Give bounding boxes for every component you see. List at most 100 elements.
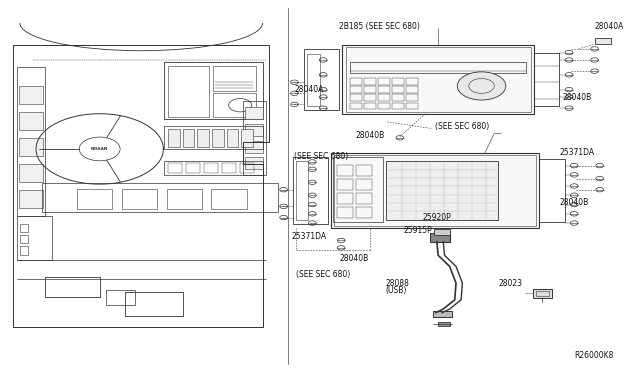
Bar: [392, 86, 404, 93]
Bar: [406, 78, 418, 85]
Bar: [539, 159, 564, 222]
Bar: [17, 216, 52, 260]
Text: 25915P: 25915P: [403, 226, 432, 235]
Bar: [211, 189, 246, 209]
Bar: [532, 289, 552, 298]
Bar: [406, 86, 418, 93]
Bar: [406, 103, 418, 109]
Bar: [364, 94, 376, 101]
Bar: [19, 190, 43, 208]
Bar: [378, 103, 390, 109]
Bar: [337, 193, 353, 204]
Bar: [122, 189, 157, 209]
Bar: [45, 277, 100, 297]
Bar: [293, 157, 328, 224]
Bar: [307, 54, 320, 106]
Bar: [19, 86, 43, 105]
Bar: [337, 165, 353, 176]
Bar: [106, 290, 135, 305]
Bar: [212, 93, 256, 118]
Bar: [350, 86, 362, 93]
Bar: [17, 67, 45, 216]
Bar: [392, 103, 404, 109]
Bar: [168, 65, 209, 118]
Bar: [364, 103, 376, 109]
Text: (SEE SEC 680): (SEE SEC 680): [435, 122, 489, 131]
Text: 28088: 28088: [385, 279, 409, 288]
Bar: [182, 129, 194, 147]
Bar: [19, 138, 43, 156]
Circle shape: [458, 72, 506, 100]
Text: NISSAN: NISSAN: [91, 147, 108, 151]
Text: 28023: 28023: [499, 279, 523, 288]
Bar: [168, 163, 182, 173]
Bar: [356, 207, 372, 218]
Bar: [245, 157, 263, 169]
Bar: [536, 291, 548, 296]
Bar: [212, 65, 256, 92]
Bar: [386, 161, 497, 220]
Bar: [378, 94, 390, 101]
Bar: [245, 141, 263, 153]
Bar: [392, 78, 404, 85]
Text: 25920P: 25920P: [422, 213, 451, 222]
Bar: [20, 235, 28, 243]
Bar: [20, 246, 28, 254]
Bar: [356, 193, 372, 204]
Text: (USB): (USB): [385, 286, 406, 295]
Bar: [406, 94, 418, 101]
Bar: [356, 165, 372, 176]
Text: 2B185 (SEE SEC 680): 2B185 (SEE SEC 680): [339, 22, 420, 31]
Bar: [350, 78, 362, 85]
Bar: [534, 52, 559, 106]
Bar: [164, 161, 262, 175]
Bar: [227, 129, 238, 147]
Bar: [19, 164, 43, 182]
Bar: [186, 163, 200, 173]
Text: 28040B: 28040B: [339, 254, 369, 263]
Bar: [241, 129, 253, 147]
Bar: [125, 292, 182, 316]
Bar: [350, 94, 362, 101]
Bar: [334, 155, 536, 226]
Bar: [438, 322, 450, 326]
Bar: [239, 163, 253, 173]
Text: 25371DA: 25371DA: [559, 148, 595, 157]
Text: 25371DA: 25371DA: [291, 231, 326, 241]
Bar: [167, 189, 202, 209]
Bar: [164, 126, 262, 149]
Bar: [19, 112, 43, 131]
Text: 28040B: 28040B: [355, 131, 385, 141]
Bar: [168, 129, 179, 147]
Bar: [20, 224, 28, 232]
Bar: [204, 163, 218, 173]
Bar: [332, 153, 539, 228]
Bar: [431, 234, 450, 241]
Text: (SEE SEC 680): (SEE SEC 680): [294, 152, 349, 161]
Bar: [346, 47, 531, 112]
Bar: [304, 49, 339, 110]
Bar: [392, 94, 404, 101]
Bar: [378, 78, 390, 85]
Bar: [364, 86, 376, 93]
Bar: [350, 62, 525, 73]
Bar: [42, 183, 278, 212]
Bar: [197, 129, 209, 147]
Bar: [595, 38, 611, 44]
Bar: [342, 45, 534, 114]
Bar: [221, 163, 236, 173]
Bar: [333, 157, 383, 222]
Text: 28040A: 28040A: [294, 85, 324, 94]
Text: 28040B: 28040B: [563, 93, 592, 102]
Bar: [364, 78, 376, 85]
Bar: [245, 124, 263, 136]
Bar: [212, 129, 223, 147]
Text: 28040A: 28040A: [595, 22, 624, 31]
Bar: [296, 161, 308, 220]
Bar: [243, 101, 266, 175]
Text: (SEE SEC 680): (SEE SEC 680): [296, 270, 350, 279]
Bar: [245, 108, 263, 119]
Bar: [378, 86, 390, 93]
Text: 28040B: 28040B: [559, 198, 589, 207]
Text: R26000K8: R26000K8: [574, 351, 614, 360]
